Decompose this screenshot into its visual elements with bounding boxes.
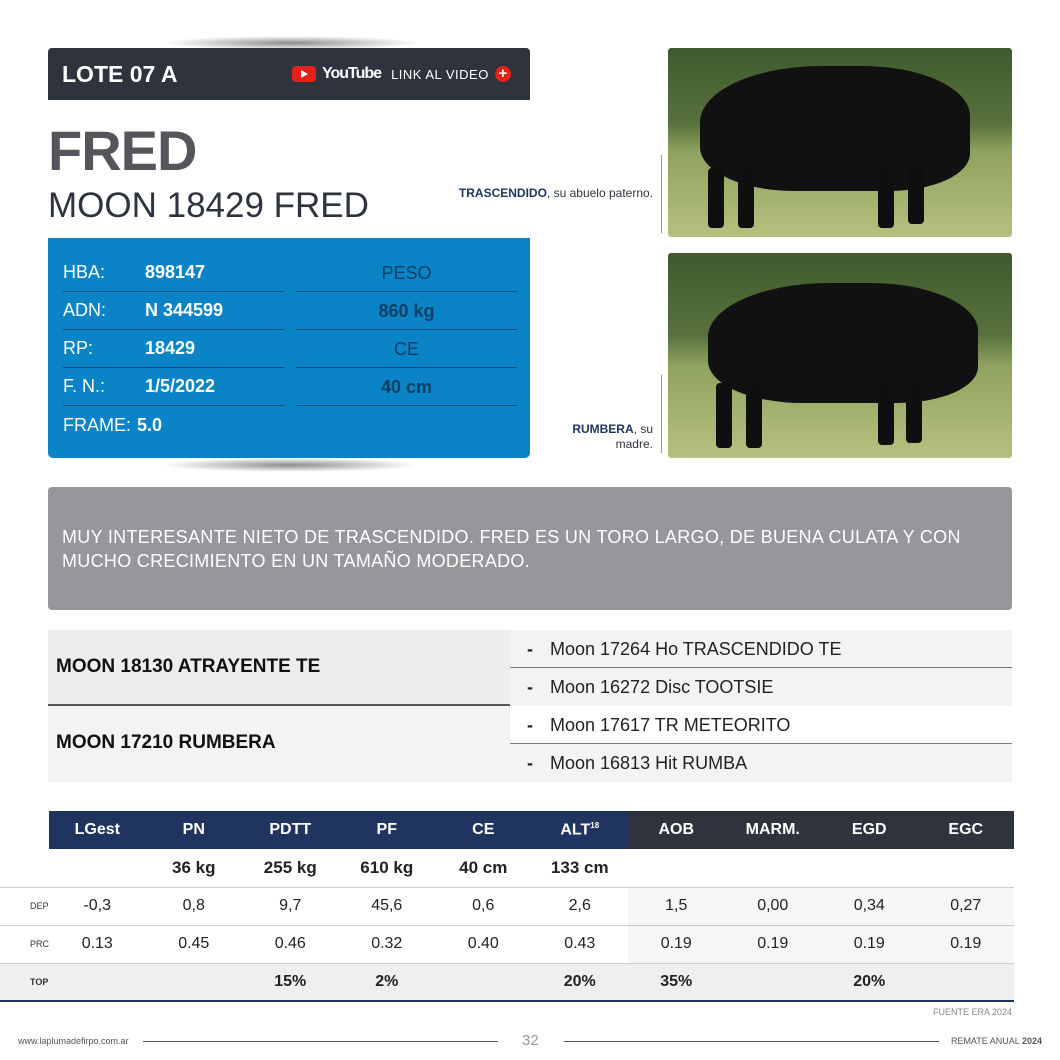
col-header: MARM. — [724, 811, 822, 849]
table-row: 36 kg 255 kg 610 kg 40 cm 133 cm — [172, 857, 609, 877]
plus-icon[interactable]: + — [494, 66, 511, 82]
grandparent: - Moon 17264 Ho TRASCENDIDO TE — [510, 630, 1012, 668]
info-hba: HBA: 898147 — [63, 254, 284, 292]
ce-label: CE — [296, 330, 517, 368]
pedigree-dam: MOON 17210 RUMBERA - Moon 17617 TR METEOR… — [48, 706, 1012, 782]
col-header: PF — [338, 811, 436, 849]
photo-caption: RUMBERA, su madre. — [572, 422, 653, 451]
col-header: PN — [145, 811, 243, 849]
website-link[interactable]: www.laplumadefirpo.com.ar — [18, 1036, 129, 1046]
col-header: LGest — [49, 811, 146, 849]
table-row: TOP 15% 2% 20% 35% 20% — [0, 962, 1015, 1002]
source-note: FUENTE ERA 2024 — [932, 1007, 1012, 1017]
description: MUY INTERESANTE NIETO DE TRASCENDIDO. FR… — [48, 487, 1012, 610]
youtube-play-icon — [292, 66, 316, 82]
info-adn: ADN: N 344599 — [63, 292, 284, 330]
info-value: 18429 — [145, 338, 196, 358]
shadow — [160, 36, 420, 50]
youtube-wordmark: YouTube — [322, 65, 382, 82]
peso-label: PESO — [296, 254, 517, 292]
info-value: N 344599 — [145, 300, 224, 320]
col-header: EGC — [917, 811, 1015, 849]
animal-name: FRED — [48, 119, 197, 182]
ce-value: 40 cm — [296, 368, 517, 406]
photo-rumbera — [668, 253, 1012, 458]
pedigree-sire: MOON 18130 ATRAYENTE TE - Moon 17264 Ho T… — [48, 630, 1012, 706]
col-header: ALT18 — [531, 811, 629, 849]
col-header: EGD — [821, 811, 918, 849]
grandparent: - Moon 16272 Disc TOOTSIE — [510, 668, 1012, 706]
info-label: HBA: — [63, 262, 106, 282]
info-label: F. N.: — [63, 376, 106, 396]
photo-caption: TRASCENDIDO, su abuelo paterno. — [458, 186, 653, 200]
col-header: PDTT — [242, 811, 339, 849]
table-header: LGest PN PDTT PF CE ALT18 AOB MARM. EGD … — [0, 811, 1015, 849]
photo-trascendido — [668, 48, 1012, 237]
col-header: CE — [435, 811, 532, 849]
col-header: AOB — [628, 811, 725, 849]
info-label: RP: — [63, 338, 94, 358]
shadow — [160, 458, 420, 472]
footer: www.laplumadefirpo.com.ar 32 REMATE ANUA… — [18, 1032, 1042, 1050]
info-label: ADN: — [63, 300, 107, 320]
lot-header: LOTE 07 A YouTube LINK AL VIDEO + — [48, 48, 530, 100]
dep-table: LGest PN PDTT PF CE ALT18 AOB MARM. EGD … — [0, 811, 1015, 1002]
table-row: PRC 0.13 0.45 0.46 0.32 0.40 0.43 0.19 0.19 0.19… — [0, 924, 1015, 963]
info-birth: F. N.: 1/5/2022 — [63, 368, 284, 406]
info-value: 898147 — [145, 262, 206, 282]
page-number: 32 — [522, 1032, 539, 1049]
video-link-label: LINK AL VIDEO — [391, 66, 489, 82]
grandparent: - Moon 17617 TR METEORITO — [510, 706, 1012, 744]
publication-name: REMATE ANUAL 2024 — [950, 1036, 1042, 1046]
grandparent: - Moon 16813 Hit RUMBA — [510, 744, 1012, 782]
peso-value: 860 kg — [296, 292, 517, 330]
info-label: FRAME: — [63, 414, 132, 435]
info-panel: HBA: 898147 ADN: N 344599 RP: 18429 F. N.: 1… — [48, 238, 530, 458]
info-rp: RP: 18429 — [63, 330, 284, 368]
info-frame: FRAME: 5.0 — [63, 406, 284, 444]
animal-full-name: MOON 18429 FRED — [48, 186, 369, 225]
table-row: DEP -0,3 0,8 9,7 45,6 0,6 2,6 1,5 0,00 0,34 0,27 — [0, 886, 1015, 925]
dam-name: MOON 17210 RUMBERA — [56, 732, 276, 753]
sire-name: MOON 18130 ATRAYENTE TE — [56, 656, 321, 677]
info-value: 5.0 — [137, 414, 163, 435]
youtube-video-link[interactable]: YouTube LINK AL VIDEO + — [292, 65, 511, 83]
lot-number: LOTE 07 A — [62, 61, 178, 87]
info-value: 1/5/2022 — [145, 376, 216, 396]
